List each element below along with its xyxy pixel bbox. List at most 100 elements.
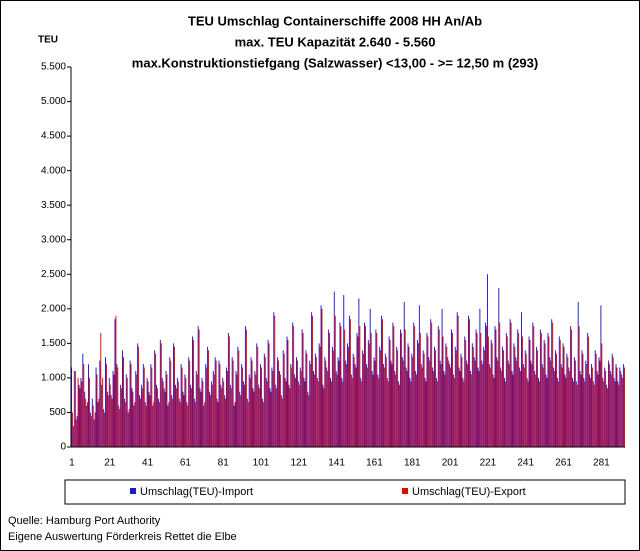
bar (599, 360, 601, 447)
bar (525, 353, 527, 447)
bar (524, 350, 526, 447)
bar (419, 333, 421, 447)
bar (476, 333, 478, 447)
bar (193, 398, 195, 447)
bar (200, 391, 202, 447)
y-tick-label: 3.000 (41, 234, 66, 245)
bar (604, 367, 606, 447)
bar (326, 367, 328, 447)
bar (289, 388, 291, 447)
bar (192, 339, 194, 447)
bar (177, 381, 179, 447)
bar (106, 391, 108, 447)
bar (345, 360, 347, 447)
bar (573, 357, 575, 447)
bar (189, 360, 191, 447)
bar (195, 371, 197, 447)
bar (148, 391, 150, 447)
bar (471, 343, 473, 447)
bar (135, 371, 137, 447)
bar (603, 381, 605, 447)
bar (479, 308, 481, 447)
bar (445, 343, 447, 447)
bar (529, 339, 531, 447)
bar (569, 371, 571, 447)
bar (497, 360, 499, 447)
bar (96, 374, 98, 447)
bar (405, 367, 407, 447)
bar (182, 391, 184, 447)
bar (448, 360, 450, 447)
bar (346, 364, 348, 447)
x-tick-label: 81 (218, 458, 230, 469)
bar (388, 336, 390, 447)
bar (267, 339, 269, 447)
y-tick-label: 5.500 (41, 62, 66, 73)
bar (488, 364, 490, 447)
x-tick-label: 101 (253, 458, 270, 469)
bar (161, 377, 163, 447)
bar (608, 364, 610, 447)
bar (120, 384, 122, 447)
bar (413, 322, 415, 447)
bar (570, 326, 572, 447)
source-note: Eigene Auswertung Förderkreis Rettet die… (8, 531, 237, 543)
bar (83, 364, 85, 447)
bar (91, 398, 93, 447)
bar (542, 367, 544, 447)
bar (255, 374, 257, 447)
bar (506, 336, 508, 447)
bar (571, 329, 573, 447)
bar (205, 364, 207, 447)
bar (283, 353, 285, 447)
bar (279, 374, 281, 447)
bar (342, 381, 344, 447)
bar (597, 374, 599, 447)
bar (424, 377, 426, 447)
bar (169, 357, 171, 447)
bar (573, 381, 574, 447)
bar (266, 381, 268, 447)
bar (339, 322, 341, 447)
bar (198, 329, 200, 447)
bar (123, 398, 125, 447)
bar (288, 384, 290, 447)
bar (368, 343, 370, 447)
bar (379, 346, 381, 447)
bar (612, 357, 614, 447)
bar (547, 333, 549, 447)
bar (374, 360, 376, 447)
bar (356, 333, 358, 447)
legend-swatch (130, 488, 136, 494)
bar (399, 329, 401, 447)
bar (240, 395, 242, 447)
bar (403, 301, 405, 447)
bar (239, 391, 241, 447)
bar (99, 360, 101, 447)
bar (575, 381, 577, 447)
bar (226, 371, 228, 447)
bar (486, 274, 488, 447)
bar (433, 371, 435, 447)
bar (128, 409, 130, 447)
bar (400, 333, 402, 447)
bar (395, 374, 397, 447)
bar (533, 326, 535, 447)
bar (333, 291, 335, 447)
bar (473, 357, 475, 447)
x-tick-label: 61 (180, 458, 192, 469)
bar (441, 308, 443, 447)
y-tick-label: 4.500 (41, 131, 66, 142)
bar (624, 367, 625, 447)
bar (108, 377, 110, 447)
bar (545, 374, 547, 447)
bar (248, 374, 250, 447)
bar (139, 395, 141, 447)
legend-label: Umschlag(TEU)-Export (412, 486, 526, 498)
bar (184, 374, 186, 447)
bar (428, 357, 430, 447)
bar (576, 384, 578, 447)
bar (377, 374, 379, 447)
bar (540, 333, 542, 447)
bar (382, 319, 383, 447)
